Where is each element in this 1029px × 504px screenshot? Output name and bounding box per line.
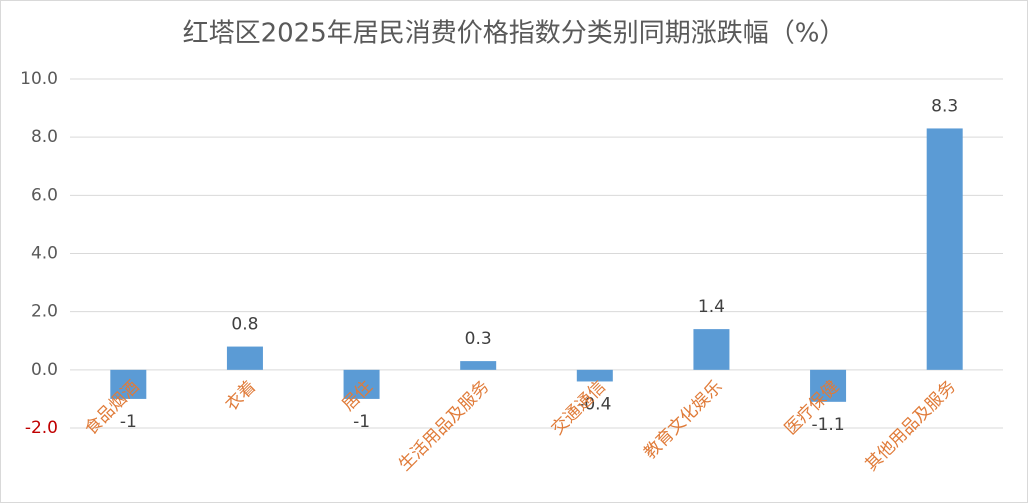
value-label: 1.4 bbox=[698, 297, 725, 317]
value-label: -1 bbox=[353, 412, 370, 432]
y-tick-label: 6.0 bbox=[31, 185, 58, 205]
y-tick-label: -2.0 bbox=[25, 418, 58, 438]
bar bbox=[810, 369, 847, 402]
value-label: -0.4 bbox=[578, 394, 611, 414]
y-tick-label: 0.0 bbox=[31, 360, 58, 380]
bar bbox=[110, 369, 147, 399]
y-tick-label: 8.0 bbox=[31, 127, 58, 147]
value-label: 0.8 bbox=[231, 315, 258, 335]
chart-title: 红塔区2025年居民消费价格指数分类别同期涨跌幅（%） bbox=[183, 19, 846, 49]
bar bbox=[926, 128, 963, 370]
bar bbox=[343, 369, 380, 399]
bar bbox=[460, 361, 497, 370]
value-label: 0.3 bbox=[465, 329, 492, 349]
bar bbox=[576, 369, 613, 382]
value-label: 8.3 bbox=[931, 96, 958, 116]
y-tick-label: 4.0 bbox=[31, 244, 58, 264]
y-tick-label: 2.0 bbox=[31, 302, 58, 322]
value-label: -1 bbox=[120, 412, 137, 432]
value-label: -1.1 bbox=[811, 415, 844, 435]
bar bbox=[226, 346, 263, 370]
bar bbox=[693, 329, 730, 370]
y-tick-label: 10.0 bbox=[20, 69, 58, 89]
